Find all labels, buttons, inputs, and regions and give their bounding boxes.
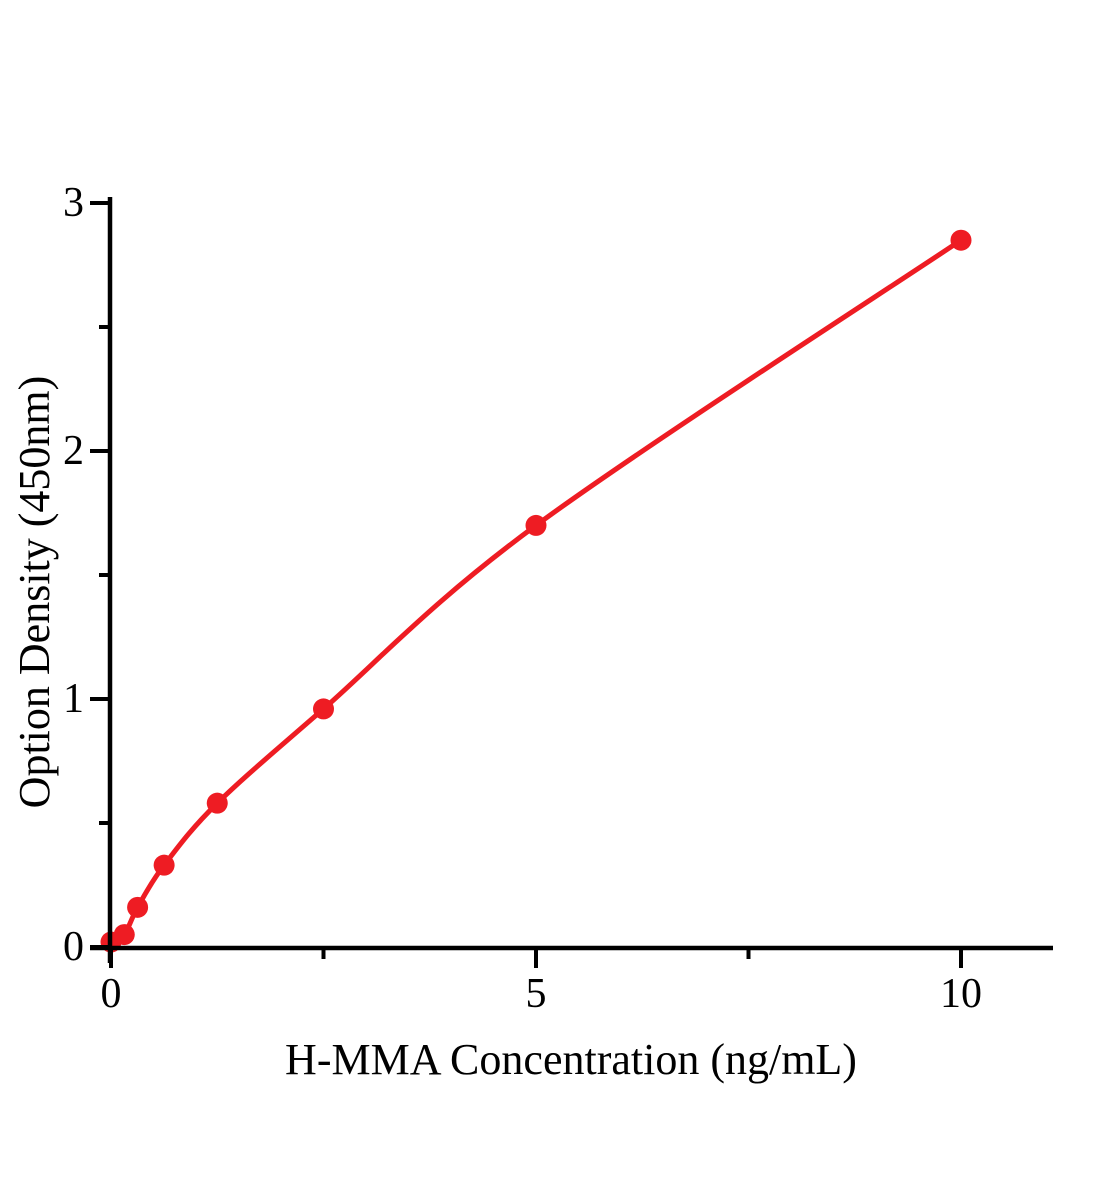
data-point	[206, 792, 228, 814]
y-tick-label: 2	[63, 428, 84, 474]
y-tick-label: 0	[63, 924, 84, 970]
data-point	[127, 896, 149, 918]
x-tick-label: 0	[101, 971, 122, 1017]
y-axis-title: Option Density (450nm)	[10, 375, 59, 809]
data-point	[950, 229, 972, 251]
data-point	[113, 924, 135, 946]
y-tick-label: 1	[63, 676, 84, 722]
x-axis-title: H-MMA Concentration (ng/mL)	[285, 1035, 857, 1084]
standard-curve-line	[108, 237, 964, 945]
x-tick-label: 5	[526, 971, 547, 1017]
data-point	[153, 854, 175, 876]
y-tick-label: 3	[63, 180, 84, 226]
data-point	[525, 514, 547, 536]
x-tick-label: 10	[940, 971, 982, 1017]
data-point	[313, 698, 334, 720]
